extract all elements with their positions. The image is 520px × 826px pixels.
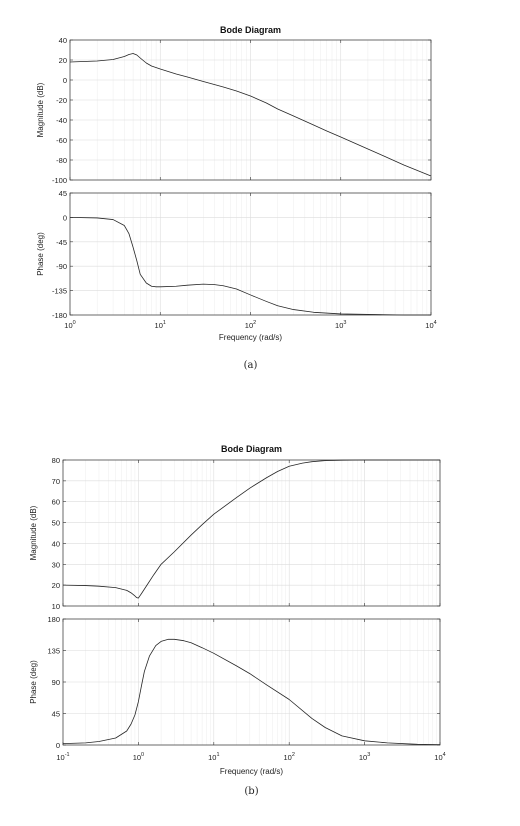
bode-chart-b: Bode Diagram 80 70 60 50 40 30 20 10 Magnitude (d… (29, 444, 446, 797)
x-tick-label: 100 (133, 752, 144, 762)
y-tick-label: -100 (52, 176, 67, 185)
y-tick-label: -60 (56, 136, 67, 145)
y-tick-label: 40 (52, 539, 60, 548)
figure-caption: (b) (244, 786, 258, 797)
y-tick-label: -45 (56, 238, 67, 247)
axes-frame (69, 39, 432, 181)
phase-curve (69, 217, 431, 316)
y-tick-label: 70 (52, 477, 60, 486)
bode-chart-a: Bode Diagram 40 20 0 -20 -40 -60 -80 -100 Magnitu… (36, 25, 437, 371)
chart-title: Bode Diagram (220, 25, 281, 35)
y-tick-label: -180 (52, 311, 67, 320)
y-tick-label: -80 (56, 156, 67, 165)
y-tick-label: 45 (59, 189, 67, 198)
phase-curve (62, 638, 441, 746)
y-tick-label: 0 (63, 76, 67, 85)
magnitude-curve (69, 53, 432, 177)
y-tick-label: 20 (59, 56, 67, 65)
y-tick-label: 90 (52, 678, 60, 687)
axes-frame (69, 192, 432, 316)
y-tick-label: 45 (52, 710, 60, 719)
y-tick-label: 80 (52, 456, 60, 465)
x-tick-label: 104 (434, 752, 445, 762)
magnitude-axis-label: Magnitude (dB) (36, 82, 45, 137)
y-tick-label: 0 (56, 741, 60, 750)
phase-panel: 180 135 90 45 0 Phase (deg) (29, 615, 441, 750)
plot-area (63, 460, 440, 606)
frequency-axis-label: Frequency (rad/s) (219, 333, 282, 342)
y-tick-label: -20 (56, 96, 67, 105)
y-tick-label: 30 (52, 560, 60, 569)
y-tick-label: -90 (56, 262, 67, 271)
magnitude-panel: 40 20 0 -20 -40 -60 -80 -100 Magnitude (dB) (36, 36, 432, 185)
axes-frame (62, 459, 441, 607)
chart-title: Bode Diagram (221, 444, 282, 454)
x-tick-label: 103 (359, 752, 370, 762)
x-tick-label: 104 (425, 320, 436, 330)
y-tick-label: 40 (59, 36, 67, 45)
x-tick-label: 100 (64, 320, 75, 330)
x-tick-label: 101 (155, 320, 166, 330)
magnitude-curve (62, 459, 440, 599)
x-tick-label: 103 (335, 320, 346, 330)
frequency-axis-label: Frequency (rad/s) (220, 767, 283, 776)
x-tick-label: 102 (245, 320, 256, 330)
y-tick-label: 180 (47, 615, 60, 624)
phase-axis-label: Phase (deg) (36, 232, 45, 276)
y-tick-label: 50 (52, 519, 60, 528)
y-tick-label: 10 (52, 602, 60, 611)
phase-axis-label: Phase (deg) (29, 660, 38, 704)
phase-panel: 45 0 -45 -90 -135 -180 Phase (deg) (36, 189, 432, 320)
magnitude-axis-label: Magnitude (dB) (29, 505, 38, 560)
x-tick-label: 102 (283, 752, 294, 762)
x-tick-label: 101 (208, 752, 219, 762)
y-tick-label: 135 (47, 647, 60, 656)
y-tick-label: 0 (63, 213, 67, 222)
y-tick-label: -135 (52, 287, 67, 296)
axes-frame (62, 618, 441, 746)
y-tick-label: 20 (52, 581, 60, 590)
magnitude-panel: 80 70 60 50 40 30 20 10 Magnitude (dB) (29, 456, 441, 611)
figure-caption: (a) (244, 360, 258, 371)
y-tick-label: -40 (56, 116, 67, 125)
x-tick-label: 10-1 (56, 752, 69, 762)
y-tick-label: 60 (52, 498, 60, 507)
